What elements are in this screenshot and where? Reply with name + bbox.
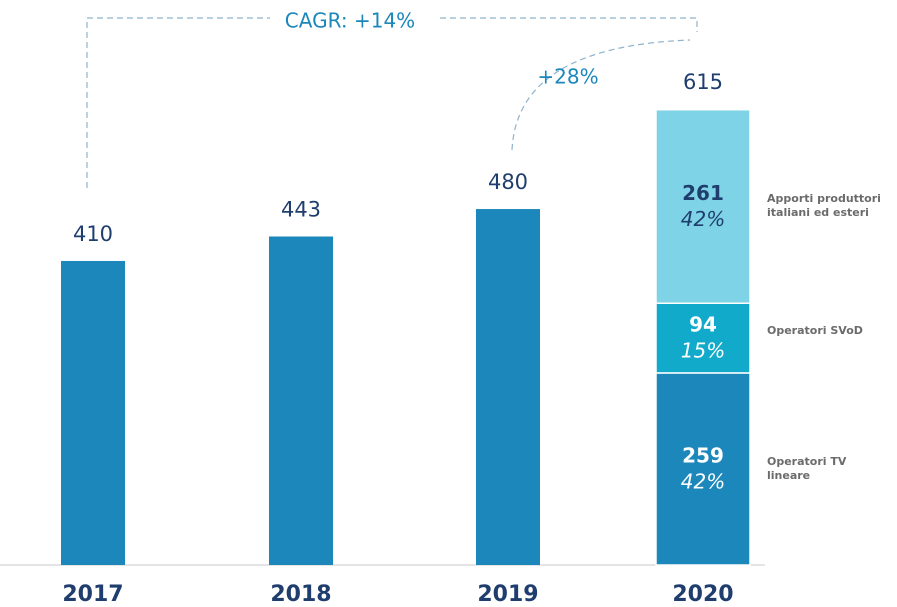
segment-share: 15% — [681, 339, 725, 363]
cagr-bracket — [86, 17, 698, 188]
bar-segment — [655, 302, 751, 374]
segment-name: Operatori TV lineare — [767, 454, 847, 482]
bar — [61, 260, 125, 565]
growth-label: +28% — [537, 65, 598, 89]
growth-arc — [511, 39, 691, 151]
x-tick-label: 2019 — [477, 582, 538, 607]
segment-name: Operatori SVoD — [767, 324, 863, 338]
bar-segment — [655, 108, 751, 304]
total-label: 480 — [488, 170, 528, 194]
total-label: 410 — [73, 222, 113, 246]
x-tick-label: 2017 — [62, 582, 123, 607]
x-tick-label: 2018 — [270, 582, 331, 607]
segment-share: 42% — [681, 207, 725, 231]
segment-value: 94 — [689, 313, 717, 337]
cagr-label: CAGR: +14% — [285, 9, 415, 33]
segment-value: 259 — [682, 443, 724, 467]
segment-name: Apporti produttori italiani ed esteri — [767, 192, 881, 220]
bar — [269, 236, 333, 565]
segment-value: 261 — [682, 181, 724, 205]
total-label: 443 — [281, 197, 321, 221]
total-label: 615 — [683, 70, 723, 94]
segment-share: 42% — [681, 469, 725, 493]
x-tick-label: 2020 — [672, 582, 733, 607]
bar — [476, 209, 540, 566]
